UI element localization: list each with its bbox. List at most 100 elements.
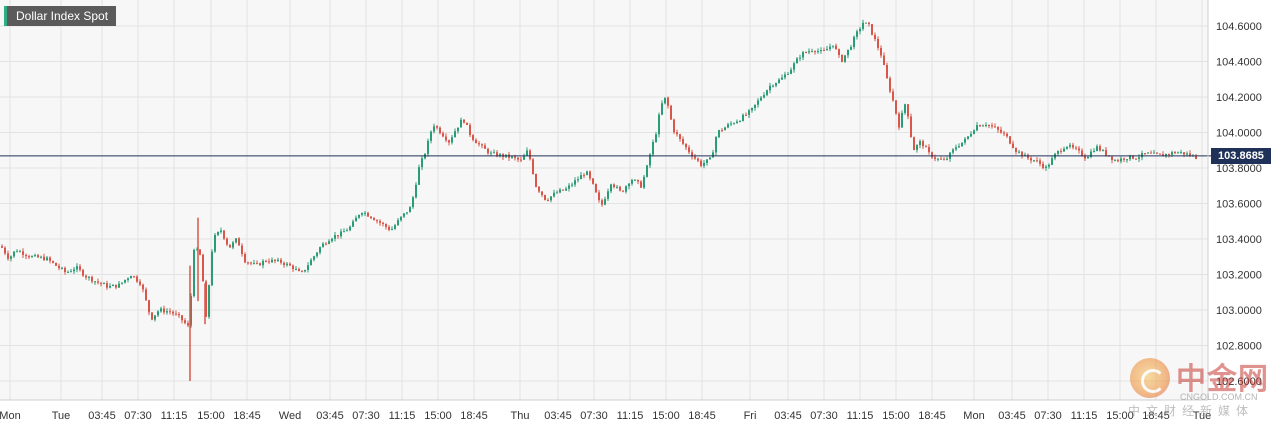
candle-body [241,245,243,254]
candle-body [169,311,171,313]
candle-body [259,263,261,266]
x-tick-label: Mon [0,410,21,422]
candle-body [1168,154,1170,156]
candle-body [787,73,789,75]
candle-body [100,282,102,284]
candle-body [190,296,192,326]
candle-body [112,284,114,287]
x-tick-label: 11:15 [617,410,644,422]
candle-body [772,85,774,87]
candle-body [955,147,957,150]
candle-body [37,255,39,258]
candle-body [25,254,27,257]
candle-body [1186,153,1188,155]
candle-body [301,271,303,273]
candle-body [196,249,198,251]
candle-body [331,238,333,242]
candle-body [952,149,954,153]
candle-body [1,246,3,248]
candle-body [733,123,735,125]
y-tick-label: 102.6000 [1216,376,1262,388]
candle-body [523,155,525,160]
candle-body [28,256,30,258]
candle-body [298,268,300,272]
x-tick-label: 03:45 [998,410,1026,422]
candle-body [214,234,216,252]
candle-body [34,255,36,257]
candle-body [613,184,615,188]
candle-body [784,74,786,78]
candle-body [343,231,345,233]
candle-body [1111,156,1113,161]
candle-body [157,311,159,316]
candle-body [472,135,474,140]
candle-body [1114,160,1116,162]
candle-body [436,126,438,128]
candle-body [973,130,975,134]
candle-body [820,49,822,51]
candle-body [919,141,921,146]
candle-body [64,267,66,273]
candle-body [667,97,669,106]
candle-body [1075,147,1077,149]
candle-body [451,137,453,143]
candle-body [223,230,225,239]
candle-body [760,97,762,101]
candle-body [937,158,939,160]
candle-body [871,24,873,35]
candle-body [745,114,747,116]
x-tick-label: 11:15 [1071,410,1098,422]
candle-body [475,139,477,144]
candle-body [400,216,402,221]
candle-body [439,127,441,134]
candle-body [1099,146,1101,151]
candle-body [328,241,330,244]
candle-body [757,100,759,105]
candle-body [1096,146,1098,151]
candle-body [43,256,45,261]
candle-body [70,271,72,273]
candle-body [427,140,429,154]
candle-body [922,141,924,147]
y-tick-label: 103.2000 [1216,270,1262,282]
candle-body [691,152,693,157]
x-tick-label: 15:00 [1106,410,1134,422]
candle-body [634,179,636,181]
candle-body [514,156,516,158]
x-tick-label: Wed [279,410,301,422]
y-tick-label: 102.8000 [1216,341,1262,353]
candle-body [838,49,840,56]
candle-body [1048,164,1050,167]
candle-body [841,55,843,62]
candle-body [775,83,777,86]
candle-body [220,230,222,232]
candle-body [1000,129,1002,133]
candle-body [769,85,771,91]
candle-body [913,137,915,151]
candle-body [595,183,597,193]
candle-body [592,178,594,184]
x-tick-label: 11:15 [847,410,874,422]
candle-body [940,158,942,160]
candle-body [244,253,246,263]
candle-body [409,207,411,213]
candle-body [814,51,816,53]
candle-body [793,63,795,70]
candle-body [463,119,465,123]
candle-body [52,260,54,263]
candle-body [1045,166,1047,169]
candle-body [565,188,567,191]
candle-body [238,238,240,246]
candle-body [1021,151,1023,157]
candle-body [640,181,642,188]
candle-body [916,145,918,151]
candle-body [1069,144,1071,147]
candle-body [706,159,708,163]
candle-body [718,130,720,138]
candle-body [148,300,150,313]
candle-body [631,179,633,184]
candle-body [865,22,867,24]
candle-body [193,249,195,297]
candle-body [739,120,741,122]
